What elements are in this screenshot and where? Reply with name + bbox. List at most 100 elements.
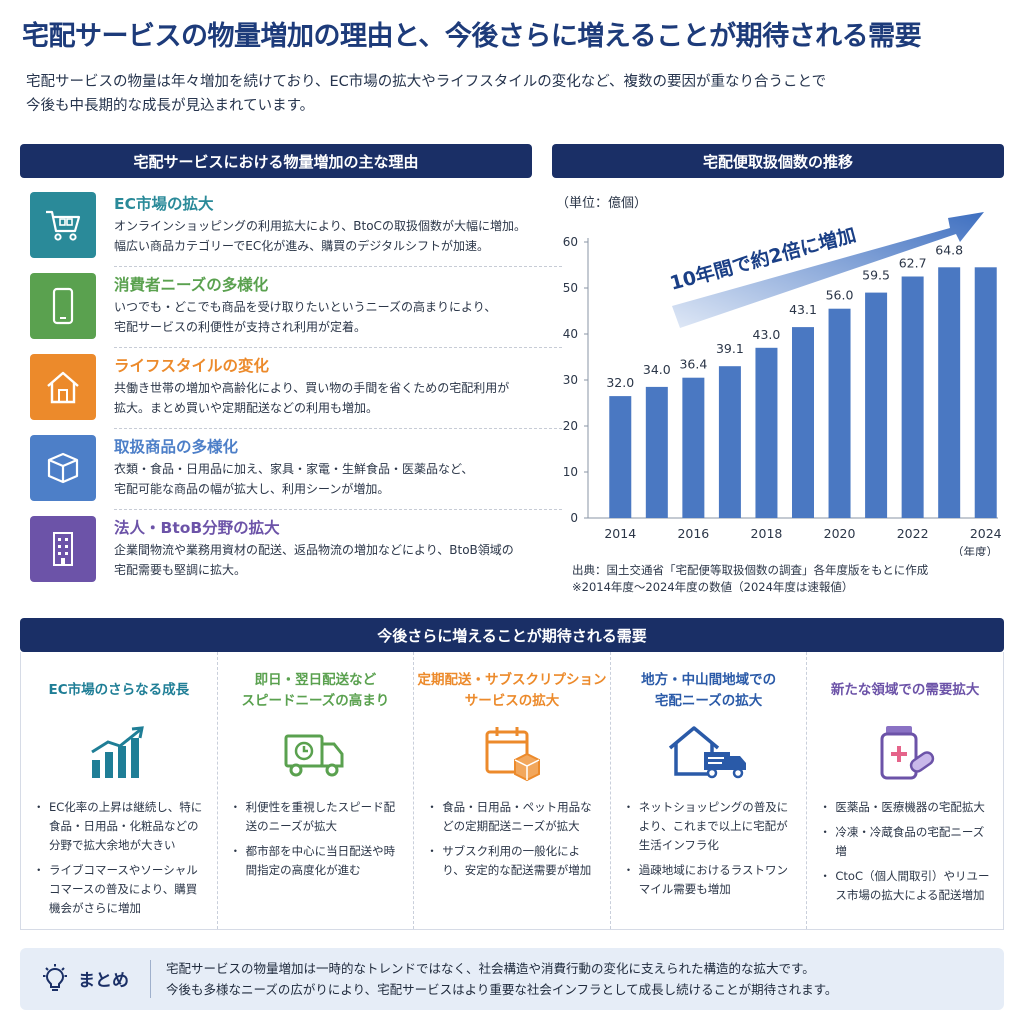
box-icon	[30, 435, 96, 501]
growth-arrow	[672, 212, 984, 328]
demand-card-new-areas: 新たな領域での需要拡大 医薬品・医療機器の宅配拡大 冷凍・冷蔵食品の宅配ニーズ増…	[807, 652, 1003, 929]
intro-line-2: 今後も中長期的な成長が見込まれています。	[26, 98, 315, 114]
data-label: 39.1	[716, 341, 744, 356]
smartphone-icon	[30, 273, 96, 339]
intro-line-1: 宅配サービスの物量は年々増加を続けており、EC市場の拡大やライフスタイルの変化な…	[26, 74, 827, 90]
y-tick-label: 50	[563, 281, 578, 295]
demand-card-ec-growth: EC市場のさらなる成長 EC化率の上昇は継続し、特に食品・日用品・化粧品などの分…	[21, 652, 218, 929]
y-tick-label: 10	[563, 465, 578, 479]
reason-item-ec: EC市場の拡大 オンラインショッピングの利用拡大により、BtoCの取扱個数が大幅…	[30, 192, 562, 272]
summary-label: まとめ	[78, 971, 129, 991]
divider	[114, 347, 562, 348]
y-tick-label: 20	[563, 419, 578, 433]
reason-desc: 企業間物流や業務用資材の配送、返品物流の増加などにより、BtoB領域の 宅配需要も…	[114, 543, 514, 577]
data-label: 62.7	[899, 256, 927, 271]
data-label: 64.8	[935, 242, 963, 257]
list-item: 都市部を中心に当日配送や時間指定の高度化が進む	[230, 842, 406, 880]
list-item: ライブコマースやソーシャルコマースの普及により、購買機会がさらに増加	[33, 861, 209, 918]
data-label: 43.0	[753, 327, 781, 342]
y-tick-label: 30	[563, 373, 578, 387]
bar	[865, 292, 888, 518]
demand-card-list: 医薬品・医療機器の宅配拡大 冷凍・冷蔵食品の宅配ニーズ増 CtoC（個人間取引）…	[819, 798, 995, 911]
data-label: 34.0	[643, 362, 671, 377]
demand-card-list: ネットショッピングの普及により、これまで以上に宅配が生活インフラ化 過疎地域にお…	[623, 798, 799, 905]
house-icon	[30, 354, 96, 420]
chart-unit-label: （単位：億個）	[556, 196, 648, 211]
data-label: 43.1	[789, 302, 817, 317]
data-label: 36.4	[679, 357, 707, 372]
divider	[114, 509, 562, 510]
intro-text: 宅配サービスの物量は年々増加を続けており、EC市場の拡大やライフスタイルの変化な…	[26, 70, 986, 118]
demand-cards: EC市場のさらなる成長 EC化率の上昇は継続し、特に食品・日用品・化粧品などの分…	[20, 652, 1004, 930]
divider	[150, 960, 151, 998]
bar	[901, 276, 924, 518]
source-line-2: ※2014年度〜2024年度の数値（2024年度は速報値）	[572, 580, 854, 594]
house-truck-icon	[666, 722, 752, 782]
growth-chart-icon	[86, 722, 152, 782]
data-label: 56.0	[826, 288, 854, 303]
x-axis-suffix: （年度）	[952, 545, 998, 556]
data-label: 59.5	[862, 268, 890, 283]
reasons-header: 宅配サービスにおける物量増加の主な理由	[20, 144, 532, 178]
demand-card-title: 定期配送・サブスクリプション サービスの拡大	[417, 672, 607, 709]
bar	[682, 377, 705, 518]
demand-card-title: 即日・翌日配送など スピードニーズの高まり	[241, 672, 390, 709]
x-tick-label: 2020	[824, 526, 856, 541]
reason-desc: いつでも・どこでも商品を受け取りたいというニーズの高まりにより、 宅配サービスの利…	[114, 300, 497, 334]
delivery-truck-clock-icon	[282, 722, 348, 782]
y-tick-label: 0	[570, 511, 578, 525]
reason-desc: 衣類・食品・日用品に加え、家具・家電・生鮮食品・医薬品など、 宅配可能な商品の幅が…	[114, 462, 474, 496]
reason-desc: オンラインショッピングの利用拡大により、BtoCの取扱個数が大幅に増加。 幅広い商…	[114, 219, 526, 253]
page-title: 宅配サービスの物量増加の理由と、今後さらに増えることが期待される需要	[22, 21, 922, 52]
data-label: 32.0	[606, 375, 634, 390]
y-tick-label: 40	[563, 327, 578, 341]
bar	[609, 396, 632, 518]
list-item: EC化率の上昇は継続し、特に食品・日用品・化粧品などの分野で拡大余地が大きい	[33, 798, 209, 855]
reason-title: ライフスタイルの変化	[114, 357, 270, 375]
list-item: 食品・日用品・ペット用品などの定期配送ニーズが拡大	[426, 798, 602, 836]
source-line-1: 出典：国土交通省「宅配便等取扱個数の調査」各年度版をもとに作成	[572, 563, 929, 577]
reason-title: 法人・BtoB分野の拡大	[114, 519, 280, 537]
reason-title: 取扱商品の多様化	[114, 438, 239, 456]
summary-box: まとめ 宅配サービスの物量増加は一時的なトレンドではなく、社会構造や消費行動の変…	[20, 948, 1004, 1010]
x-tick-label: 2022	[897, 526, 929, 541]
reason-title: EC市場の拡大	[114, 195, 214, 213]
x-tick-label: 2016	[677, 526, 709, 541]
demand-card-title: 新たな領域での需要拡大	[830, 682, 980, 698]
shopping-cart-icon	[30, 192, 96, 258]
reason-desc: 共働き世帯の増加や高齢化により、買い物の手間を省くための宅配利用が 拡大。まとめ買…	[114, 381, 510, 415]
lightbulb-icon	[40, 964, 70, 994]
demand-card-list: 利便性を重視したスピード配送のニーズが拡大 都市部を中心に当日配送や時間指定の高…	[230, 798, 406, 886]
list-item: 過疎地域におけるラストワンマイル需要も増加	[623, 861, 799, 899]
bar	[755, 347, 778, 518]
bar	[974, 267, 997, 518]
reason-item-products: 取扱商品の多様化 衣類・食品・日用品に加え、家具・家電・生鮮食品・医薬品など、宅…	[30, 435, 562, 515]
demand-card-title: 地方・中山間地域での 宅配ニーズの拡大	[641, 672, 777, 709]
list-item: サブスク利用の一般化により、安定的な配送需要が増加	[426, 842, 602, 880]
summary-line-2: 今後も多様なニーズの広がりにより、宅配サービスはより重要な社会インフラとして成長…	[166, 982, 838, 997]
divider	[114, 428, 562, 429]
reason-item-needs: 消費者ニーズの多様化 いつでも・どこでも商品を受け取りたいというニーズの高まりに…	[30, 273, 562, 353]
demand-header: 今後さらに増えることが期待される需要	[20, 618, 1004, 652]
bar	[718, 366, 741, 518]
list-item: CtoC（個人間取引）やリユース市場の拡大による配送増加	[819, 867, 995, 905]
calendar-box-icon	[479, 722, 545, 782]
building-icon	[30, 516, 96, 582]
list-item: 利便性を重視したスピード配送のニーズが拡大	[230, 798, 406, 836]
medicine-icon	[872, 722, 938, 782]
demand-card-list: EC化率の上昇は継続し、特に食品・日用品・化粧品などの分野で拡大余地が大きい ラ…	[33, 798, 209, 924]
chart-header: 宅配便取扱個数の推移	[552, 144, 1004, 178]
list-item: 医薬品・医療機器の宅配拡大	[819, 798, 995, 817]
demand-card-title: EC市場のさらなる成長	[48, 682, 190, 698]
divider	[114, 266, 562, 267]
parcel-volume-chart: （単位：億個） 0 10 20 30 40 50 60 10年間で約2倍に増加 32.0 34.0…	[552, 186, 1012, 606]
x-tick-label: 2014	[604, 526, 636, 541]
summary-line-1: 宅配サービスの物量増加は一時的なトレンドではなく、社会構造や消費行動の変化に支え…	[166, 961, 815, 976]
x-tick-label: 2024	[970, 526, 1002, 541]
summary-text: 宅配サービスの物量増加は一時的なトレンドではなく、社会構造や消費行動の変化に支え…	[166, 958, 996, 1000]
y-tick-label: 60	[563, 235, 578, 249]
